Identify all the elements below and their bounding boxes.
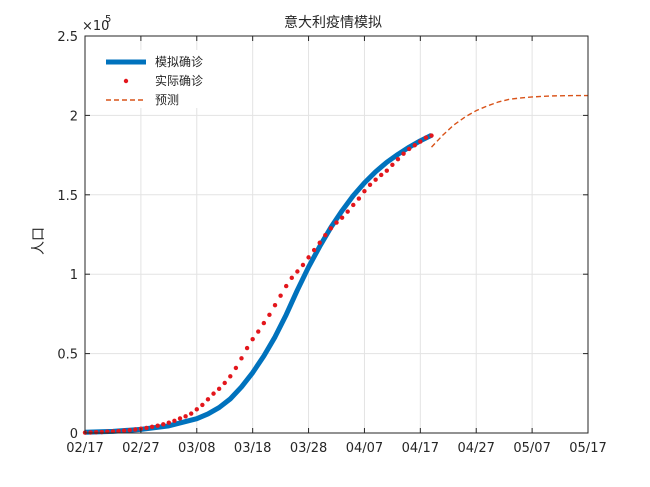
actual-data-point bbox=[233, 365, 239, 371]
actual-data-point bbox=[166, 420, 172, 425]
actual-data-point bbox=[395, 157, 401, 162]
axis-ticks: 02/17 02/27 03/08 03/18 03/28 04/07 04/17 04/27… bbox=[57, 30, 606, 456]
x-tick-label: 04/07 bbox=[346, 441, 383, 456]
actual-data-point bbox=[418, 139, 423, 144]
actual-data-point bbox=[406, 146, 412, 152]
actual-data-point bbox=[183, 414, 188, 419]
actual-data-point bbox=[351, 202, 356, 208]
actual-data-point bbox=[306, 255, 311, 260]
actual-data-point bbox=[401, 151, 406, 156]
actual-data-point bbox=[127, 427, 132, 433]
actual-data-point bbox=[384, 168, 389, 173]
legend-label-actual: 实际确诊 bbox=[155, 73, 203, 88]
actual-data-point bbox=[311, 247, 317, 253]
actual-data-point bbox=[367, 182, 373, 187]
actual-data-point bbox=[93, 430, 99, 435]
actual-data-point bbox=[267, 312, 272, 318]
actual-data-point bbox=[161, 422, 166, 427]
y-tick-label: 0.5 bbox=[57, 348, 78, 363]
actual-data-point bbox=[295, 269, 300, 274]
plot-series bbox=[82, 94, 588, 435]
actual-data-point bbox=[390, 162, 395, 167]
x-tick-label: 05/17 bbox=[569, 441, 606, 456]
x-tick-label: 02/17 bbox=[66, 441, 103, 456]
actual-data-point bbox=[250, 336, 255, 342]
actual-data-point bbox=[423, 135, 429, 140]
actual-data-point bbox=[300, 262, 306, 268]
actual-data-point bbox=[272, 302, 278, 308]
actual-data-point bbox=[356, 196, 362, 201]
x-tick-label: 04/17 bbox=[402, 441, 439, 456]
simulated-series-line bbox=[84, 133, 433, 435]
actual-data-point bbox=[222, 380, 227, 386]
actual-data-point bbox=[121, 428, 127, 433]
actual-data-point bbox=[379, 172, 384, 178]
actual-data-point bbox=[373, 177, 378, 182]
actual-data-point bbox=[194, 407, 199, 412]
actual-data-point bbox=[200, 402, 205, 408]
x-tick-label: 02/27 bbox=[122, 441, 159, 456]
actual-data-point bbox=[256, 329, 261, 334]
actual-data-point bbox=[323, 232, 328, 238]
legend: 模拟确诊 实际确诊 预测 bbox=[96, 50, 223, 108]
actual-data-point bbox=[133, 427, 138, 432]
prediction-series-line bbox=[430, 94, 588, 148]
actual-data-point bbox=[317, 240, 322, 245]
actual-data-point bbox=[216, 386, 222, 392]
y-tick-label: 0 bbox=[70, 427, 78, 442]
actual-data-point bbox=[116, 428, 121, 434]
actual-data-point bbox=[239, 356, 244, 361]
y-exponent-base: ×10 bbox=[82, 19, 109, 34]
legend-swatch-actual bbox=[123, 78, 129, 84]
actual-data-point bbox=[155, 423, 160, 428]
actual-data-point bbox=[261, 320, 267, 326]
actual-data-point bbox=[429, 133, 434, 138]
x-tick-label: 03/08 bbox=[178, 441, 215, 456]
actual-data-point bbox=[334, 220, 339, 225]
actual-data-point bbox=[362, 188, 367, 194]
actual-data-point bbox=[289, 275, 294, 281]
actual-data-point bbox=[205, 397, 211, 402]
y-axis-label: 人口 bbox=[31, 227, 47, 255]
y-tick-label: 2.5 bbox=[57, 30, 78, 45]
actual-data-point bbox=[328, 226, 334, 231]
actual-data-point bbox=[149, 424, 155, 430]
x-tick-label: 04/27 bbox=[457, 441, 494, 456]
actual-data-point bbox=[188, 411, 194, 416]
x-tick-label: 03/18 bbox=[234, 441, 271, 456]
plot-frame bbox=[84, 35, 589, 434]
actual-data-point bbox=[228, 374, 233, 379]
y-tick-label: 1.5 bbox=[57, 189, 78, 204]
legend-label-prediction: 预测 bbox=[155, 93, 179, 107]
actual-data-point bbox=[144, 425, 149, 431]
actual-data-point bbox=[345, 209, 350, 214]
actual-data-point bbox=[177, 416, 183, 421]
legend-label-simulated: 模拟确诊 bbox=[155, 55, 203, 69]
y-exponent: ×10 5 bbox=[82, 14, 111, 34]
actual-data-point bbox=[88, 430, 93, 435]
x-tick-label: 03/28 bbox=[290, 441, 327, 456]
actual-data-point bbox=[172, 418, 177, 423]
actual-data-point bbox=[284, 283, 289, 289]
y-tick-label: 1 bbox=[70, 268, 78, 283]
x-tick-label: 05/07 bbox=[513, 441, 550, 456]
actual-data-point bbox=[278, 293, 283, 298]
actual-data-point bbox=[244, 345, 250, 351]
actual-data-point bbox=[211, 391, 216, 396]
y-exponent-power: 5 bbox=[105, 14, 111, 25]
chart-title: 意大利疫情模拟 bbox=[284, 14, 382, 31]
y-tick-label: 2 bbox=[70, 109, 78, 124]
actual-data-point bbox=[412, 143, 417, 148]
actual-data-point bbox=[99, 429, 104, 435]
actual-data-point bbox=[339, 215, 345, 220]
